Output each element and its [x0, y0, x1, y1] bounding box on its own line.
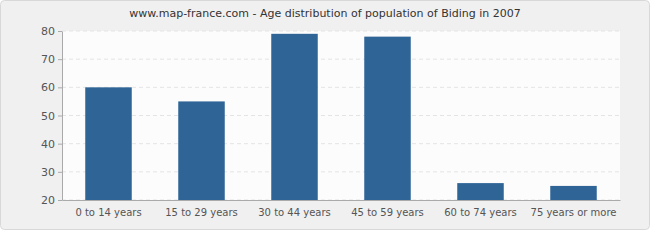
- y-tick-mark: [58, 59, 62, 60]
- grid: [62, 31, 620, 200]
- x-tick: 60 to 74 years: [444, 200, 517, 218]
- y-tick: 40: [41, 138, 62, 151]
- bars: [85, 34, 597, 200]
- y-tick-label: 40: [41, 138, 55, 151]
- bar: [550, 186, 597, 200]
- bar: [271, 34, 318, 200]
- y-tick: 60: [41, 81, 62, 94]
- plot: 20 30 40 50 60 70 80 0 to 14 years 15 to 29 year…: [41, 25, 621, 218]
- y-axis-line: [62, 32, 63, 201]
- x-tick: 45 to 59 years: [351, 200, 424, 218]
- y-tick-mark: [58, 87, 62, 88]
- bar: [457, 183, 504, 200]
- bar: [85, 87, 132, 200]
- x-tick-label: 75 years or more: [531, 207, 617, 218]
- x-tick-label: 15 to 29 years: [165, 207, 238, 218]
- grid-line: [62, 87, 620, 88]
- y-tick-label: 30: [41, 166, 55, 179]
- chart: www.map-france.com - Age distribution of…: [0, 0, 650, 230]
- background: [1, 1, 650, 230]
- y-tick-label: 20: [41, 194, 55, 207]
- y-tick-mark: [58, 172, 62, 173]
- bar: [364, 37, 411, 200]
- x-tick-label: 30 to 44 years: [258, 207, 331, 218]
- x-axis-line: [63, 200, 621, 201]
- y-tick-mark: [58, 200, 62, 201]
- y-tick: 80: [41, 25, 62, 38]
- grid-line: [62, 200, 620, 201]
- grid-line: [62, 31, 620, 32]
- grid-line: [62, 59, 620, 60]
- x-tick: 15 to 29 years: [165, 200, 238, 218]
- x-tick-label: 0 to 14 years: [75, 207, 141, 218]
- grid-line: [62, 143, 620, 144]
- y-tick-label: 80: [41, 25, 55, 38]
- y-tick: 20: [41, 194, 62, 207]
- y-tick-mark: [58, 116, 62, 117]
- x-tick: 75 years or more: [531, 200, 617, 218]
- y-tick-label: 60: [41, 81, 55, 94]
- y-tick-mark: [58, 144, 62, 145]
- y-tick: 30: [41, 166, 62, 179]
- y-axis: 20 30 40 50 60 70 80: [41, 25, 63, 207]
- y-tick: 50: [41, 110, 62, 123]
- x-tick: 0 to 14 years: [75, 200, 141, 218]
- x-axis: 0 to 14 years 15 to 29 years 30 to 44 year…: [63, 200, 621, 218]
- title: www.map-france.com - Age distribution of…: [129, 7, 521, 20]
- grid-line: [62, 171, 620, 172]
- plot-area: [62, 31, 620, 200]
- x-tick: 30 to 44 years: [258, 200, 331, 218]
- y-tick-label: 70: [41, 53, 55, 66]
- x-tick-label: 45 to 59 years: [351, 207, 424, 218]
- bar: [178, 101, 225, 200]
- y-tick: 70: [41, 53, 62, 66]
- grid-line: [62, 115, 620, 116]
- y-tick-label: 50: [41, 110, 55, 123]
- x-tick-label: 60 to 74 years: [444, 207, 517, 218]
- y-tick-mark: [58, 31, 62, 32]
